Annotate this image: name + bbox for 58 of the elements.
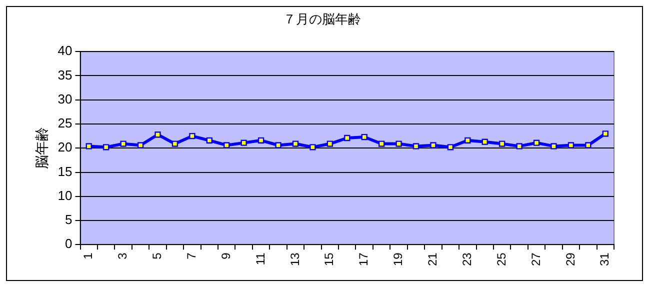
y-tick-label: 10 bbox=[58, 188, 72, 203]
point bbox=[172, 140, 178, 147]
point bbox=[550, 143, 557, 150]
x-tick-label: 9 bbox=[218, 252, 233, 260]
point bbox=[447, 144, 454, 150]
point bbox=[516, 143, 522, 150]
x-tick-label: 7 bbox=[184, 252, 198, 260]
point bbox=[533, 140, 540, 146]
x-tick-label: 15 bbox=[322, 252, 336, 266]
y-tick-label: 5 bbox=[65, 212, 72, 228]
x-tick-label: 31 bbox=[598, 252, 612, 266]
point bbox=[240, 140, 247, 146]
point bbox=[378, 140, 385, 147]
x-tick-label: 17 bbox=[356, 252, 371, 266]
x-tick-label: 3 bbox=[116, 252, 130, 260]
x-tick-label: 27 bbox=[528, 252, 543, 266]
point bbox=[224, 142, 230, 148]
point bbox=[482, 138, 488, 145]
point bbox=[292, 140, 299, 147]
y-tick-label: 40 bbox=[58, 43, 72, 58]
x-tick-label: 11 bbox=[253, 252, 268, 266]
x-tick-label: 25 bbox=[494, 252, 508, 266]
point bbox=[464, 137, 471, 144]
point bbox=[206, 137, 212, 144]
point bbox=[361, 134, 368, 140]
point bbox=[412, 143, 420, 150]
y-tick-label: 35 bbox=[58, 67, 72, 82]
x-tick-label: 19 bbox=[391, 252, 406, 266]
point bbox=[86, 143, 92, 150]
y-tick-label: 15 bbox=[58, 164, 72, 179]
point bbox=[120, 140, 126, 147]
y-tick-label: 30 bbox=[58, 91, 72, 106]
point bbox=[189, 132, 196, 140]
point bbox=[344, 134, 350, 142]
chart-title: ７月の脳年齢 bbox=[283, 11, 361, 26]
point bbox=[154, 132, 161, 138]
point bbox=[258, 137, 264, 144]
x-tick-label: 5 bbox=[150, 252, 164, 260]
y-tick-label: 0 bbox=[65, 236, 72, 252]
x-tick-label: 21 bbox=[426, 252, 440, 266]
point bbox=[585, 142, 592, 148]
point bbox=[602, 130, 608, 137]
point bbox=[137, 142, 144, 148]
point bbox=[103, 144, 110, 150]
point bbox=[430, 142, 436, 148]
y-axis-title: 脳年齢 bbox=[33, 127, 50, 170]
x-tick-label: 1 bbox=[81, 252, 96, 260]
point bbox=[396, 140, 402, 147]
x-tick-label: 13 bbox=[288, 252, 302, 266]
x-tick-label: 23 bbox=[460, 252, 474, 266]
y-tick-label: 25 bbox=[58, 116, 72, 131]
x-tick-label: 29 bbox=[563, 252, 578, 266]
point bbox=[568, 142, 574, 148]
y-tick-label: 20 bbox=[58, 140, 72, 155]
point bbox=[275, 142, 282, 148]
point bbox=[326, 140, 333, 147]
point bbox=[499, 140, 506, 147]
point bbox=[310, 144, 316, 150]
